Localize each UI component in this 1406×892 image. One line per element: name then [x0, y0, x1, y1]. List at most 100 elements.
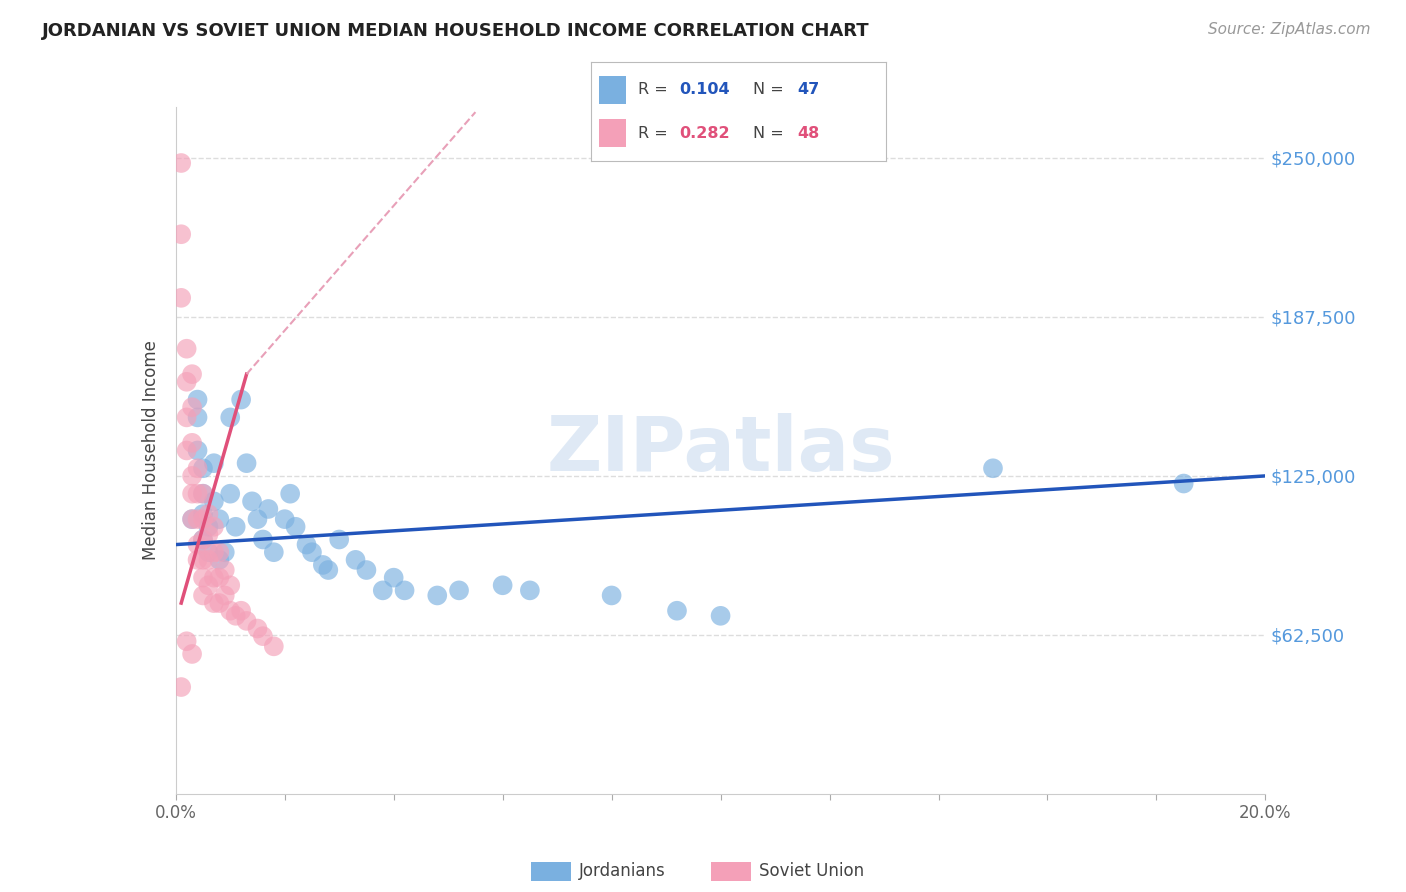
Point [191, 533, 214, 547]
Text: N =: N = [754, 82, 789, 97]
Point [176, 342, 198, 356]
Point [197, 527, 219, 541]
Point [191, 507, 214, 521]
Point [240, 494, 263, 508]
Point [246, 512, 269, 526]
Point [356, 563, 378, 577]
Point [328, 533, 350, 547]
Point [666, 604, 689, 618]
Point [197, 578, 219, 592]
Point [252, 629, 274, 643]
Point [710, 608, 733, 623]
Point [208, 596, 231, 610]
Point [278, 486, 301, 500]
Text: 47: 47 [797, 82, 820, 97]
Text: ZIPatlas: ZIPatlas [547, 414, 894, 487]
Text: JORDANIAN VS SOVIET UNION MEDIAN HOUSEHOLD INCOME CORRELATION CHART: JORDANIAN VS SOVIET UNION MEDIAN HOUSEHO… [42, 22, 870, 40]
Point [186, 553, 209, 567]
Point [208, 571, 231, 585]
Point [170, 227, 193, 242]
Point [181, 486, 204, 500]
Point [191, 533, 214, 547]
Point [197, 520, 219, 534]
Point [191, 589, 214, 603]
Point [197, 553, 219, 567]
Point [181, 401, 204, 415]
Text: R =: R = [638, 82, 672, 97]
Point [208, 545, 231, 559]
Point [274, 512, 297, 526]
Point [202, 494, 225, 508]
Point [252, 533, 274, 547]
Point [186, 392, 209, 407]
Point [191, 512, 214, 526]
Point [176, 634, 198, 648]
Point [181, 469, 204, 483]
Point [186, 486, 209, 500]
Point [186, 443, 209, 458]
Point [214, 589, 236, 603]
Point [197, 507, 219, 521]
Point [318, 563, 340, 577]
Point [191, 461, 214, 475]
Point [176, 443, 198, 458]
Point [312, 558, 335, 572]
Point [246, 622, 269, 636]
Point [235, 456, 257, 470]
Point [492, 578, 515, 592]
Text: R =: R = [638, 126, 672, 141]
Text: Jordanians: Jordanians [579, 863, 666, 880]
Text: Source: ZipAtlas.com: Source: ZipAtlas.com [1208, 22, 1371, 37]
Bar [599, 76, 626, 103]
Point [295, 538, 318, 552]
Point [257, 502, 280, 516]
Point [981, 461, 1004, 475]
Point [225, 608, 247, 623]
Point [186, 538, 209, 552]
Point [1173, 476, 1195, 491]
Point [202, 545, 225, 559]
Point [181, 512, 204, 526]
Text: Soviet Union: Soviet Union [759, 863, 865, 880]
Point [382, 571, 405, 585]
Point [170, 156, 193, 170]
Point [219, 486, 242, 500]
Text: 48: 48 [797, 126, 820, 141]
Point [301, 545, 323, 559]
Bar [599, 120, 626, 147]
Point [191, 486, 214, 500]
Point [600, 589, 623, 603]
Point [186, 512, 209, 526]
Point [202, 571, 225, 585]
Point [284, 520, 307, 534]
Point [231, 392, 253, 407]
Point [202, 520, 225, 534]
Point [202, 596, 225, 610]
Text: 0.282: 0.282 [679, 126, 730, 141]
Point [191, 571, 214, 585]
Point [447, 583, 470, 598]
Point [176, 410, 198, 425]
Point [181, 512, 204, 526]
Point [235, 614, 257, 628]
Point [344, 553, 367, 567]
Point [176, 375, 198, 389]
Text: 0.104: 0.104 [679, 82, 730, 97]
Point [208, 553, 231, 567]
Point [394, 583, 416, 598]
Point [191, 553, 214, 567]
Point [170, 291, 193, 305]
Point [186, 461, 209, 475]
Point [231, 604, 253, 618]
Point [181, 367, 204, 381]
Point [214, 545, 236, 559]
Y-axis label: Median Household Income: Median Household Income [142, 341, 160, 560]
Point [186, 410, 209, 425]
Point [263, 640, 285, 654]
Point [197, 545, 219, 559]
Point [181, 647, 204, 661]
Point [219, 410, 242, 425]
Point [191, 486, 214, 500]
Text: N =: N = [754, 126, 789, 141]
Point [219, 578, 242, 592]
